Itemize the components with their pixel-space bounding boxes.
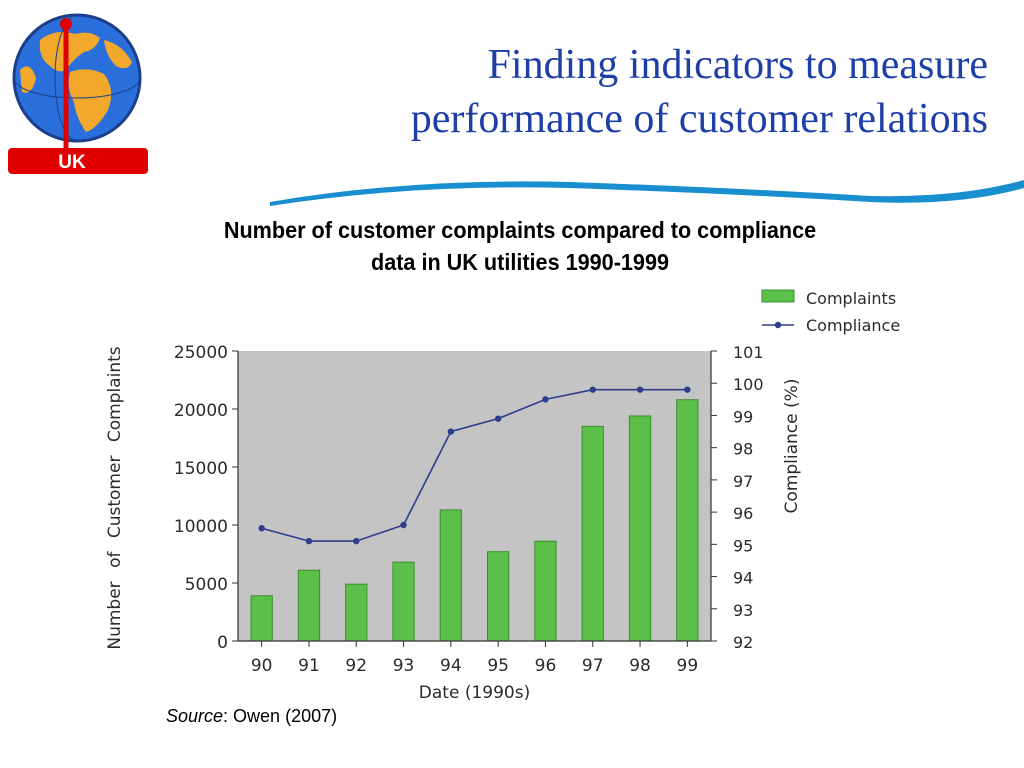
x-tick-label-91: 91	[298, 656, 320, 676]
complaints-bar-99	[676, 399, 699, 642]
legend-label-complaints: Complaints	[806, 289, 896, 308]
y2-tick-label-96: 96	[733, 504, 753, 523]
complaints-bar-93	[392, 561, 415, 642]
x-tick-label-95: 95	[487, 656, 509, 676]
x-axis-label: Date (1990s)	[419, 683, 530, 703]
compliance-line	[261, 388, 688, 542]
legend-label-compliance: Compliance	[806, 316, 900, 335]
x-tick-label-97: 97	[582, 656, 604, 676]
y2-axis-label: Compliance (%)	[782, 379, 802, 514]
compliance-point-96	[542, 396, 549, 403]
source-label: Source	[166, 706, 224, 726]
compliance-line-layer	[258, 386, 691, 545]
compliance-point-91	[305, 537, 313, 545]
complaints-bar-90	[250, 595, 273, 642]
y2-tick-label-100: 100	[733, 375, 764, 394]
x-tick-label-96: 96	[535, 656, 557, 676]
y-tick-label-20000: 20000	[174, 401, 228, 421]
y-tick-label-0: 0	[217, 633, 228, 653]
x-tick-label-98: 98	[629, 656, 651, 676]
x-tick-label-90: 90	[251, 656, 273, 676]
complaints-bar-91	[297, 569, 321, 642]
y2-tick-label-95: 95	[733, 536, 753, 555]
x-tick-label-99: 99	[677, 656, 699, 676]
slide-title-line-2: performance of customer relations	[410, 96, 988, 142]
compliance-point-90	[258, 525, 265, 532]
compliance-point-94	[447, 428, 455, 435]
bars-layer	[250, 399, 699, 642]
compliance-point-92	[353, 537, 360, 545]
uk-globe-logo: UK	[8, 13, 148, 174]
y2-tick-label-94: 94	[733, 569, 753, 588]
y2-tick-label-101: 101	[733, 343, 764, 362]
y-tick-label-25000: 25000	[174, 343, 228, 363]
y-tick-label-5000: 5000	[185, 575, 228, 595]
chart-title-line-2: data in UK utilities 1990-1999	[370, 249, 669, 275]
chart-title: Number of customer complaints compared t…	[153, 214, 886, 278]
compliance-point-95	[494, 415, 502, 422]
y-tick-label-15000: 15000	[174, 459, 228, 479]
globe-icon	[12, 13, 142, 143]
slide-title: Finding indicators to measure performanc…	[268, 38, 988, 146]
y2-tick-label-97: 97	[733, 472, 753, 491]
legend-marker-compliance	[774, 321, 782, 329]
y2-tick-label-92: 92	[733, 633, 753, 652]
complaints-bar-94	[439, 509, 462, 642]
uk-badge	[8, 148, 148, 174]
complaints-bar-92	[345, 583, 368, 642]
decorative-swoosh	[270, 180, 1024, 206]
complaints-bar-96	[534, 540, 557, 642]
complaints-bar-98	[628, 415, 652, 642]
chart-title-line-1: Number of customer complaints compared t…	[223, 217, 817, 243]
legend: Complaints Compliance	[761, 289, 900, 335]
y2-tick-label-98: 98	[733, 440, 753, 459]
legend-swatch-complaints	[761, 289, 795, 303]
x-tick-label-93: 93	[393, 656, 415, 676]
source-text: : Owen (2007)	[223, 706, 338, 726]
x-tick-label-94: 94	[440, 656, 462, 676]
source-note: Source: Owen (2007)	[166, 706, 337, 727]
compliance-point-98	[636, 386, 644, 393]
y-axis-label: Number of Customer Complaints	[105, 346, 125, 649]
compliance-point-97	[589, 386, 596, 393]
y2-tick-label-99: 99	[733, 407, 753, 426]
complaints-bar-95	[487, 551, 510, 642]
slide-title-line-1: Finding indicators to measure	[487, 42, 988, 88]
x-tick-label-92: 92	[345, 656, 367, 676]
axes-layer: 0 5000 10000 15000 20000 25000 92 93 94 95 96 97 98 9…	[105, 343, 802, 703]
uk-badge-label: UK	[58, 152, 86, 173]
compliance-point-99	[684, 386, 691, 393]
y2-tick-label-93: 93	[733, 601, 753, 620]
compliance-point-93	[400, 521, 407, 529]
complaints-bar-97	[581, 425, 604, 642]
pin-head	[60, 18, 72, 30]
y-tick-label-10000: 10000	[174, 517, 228, 537]
